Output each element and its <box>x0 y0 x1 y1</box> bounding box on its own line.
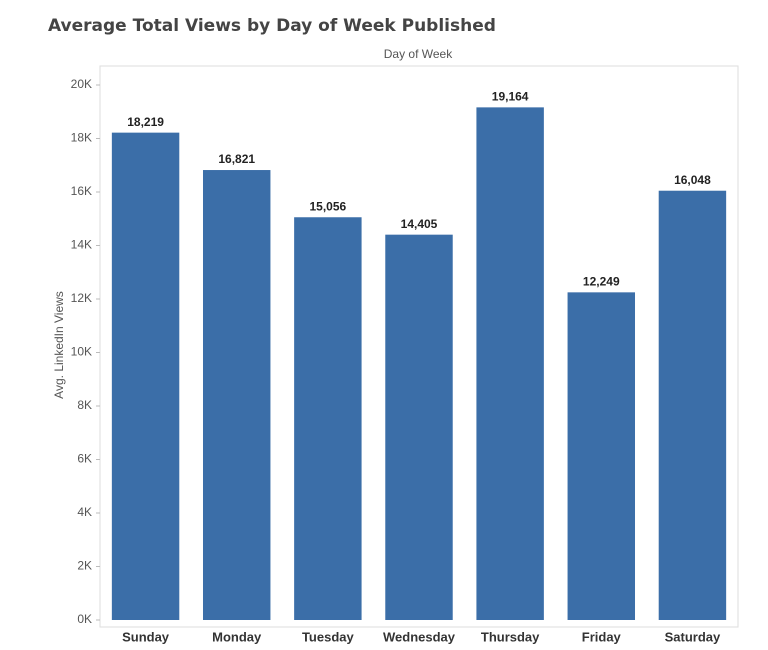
x-tick-label: Sunday <box>122 629 170 644</box>
bar <box>294 217 362 620</box>
value-label: 15,056 <box>310 199 347 213</box>
bar <box>658 190 727 620</box>
y-tick-label: 10K <box>71 345 92 359</box>
value-label: 18,219 <box>127 115 164 129</box>
bar <box>476 107 544 621</box>
y-tick-label: 8K <box>77 398 92 412</box>
bar <box>111 132 180 620</box>
value-label: 14,405 <box>401 217 438 231</box>
value-label: 19,164 <box>492 90 529 104</box>
value-label: 16,821 <box>218 152 255 166</box>
y-tick-label: 2K <box>77 559 92 573</box>
x-tick-label: Thursday <box>481 629 540 644</box>
chart-title: Average Total Views by Day of Week Publi… <box>48 16 496 36</box>
y-tick-label: 14K <box>71 238 92 252</box>
y-tick-label: 0K <box>77 612 92 626</box>
y-tick-label: 4K <box>77 505 92 519</box>
x-tick-label: Tuesday <box>302 629 355 644</box>
y-tick-label: 6K <box>77 452 92 466</box>
value-label: 16,048 <box>674 173 711 187</box>
bar <box>567 292 636 620</box>
plot-frame <box>99 65 739 628</box>
y-tick-label: 18K <box>71 131 92 145</box>
x-axis-title: Day of Week <box>384 47 453 61</box>
y-tick-label: 12K <box>71 291 92 305</box>
y-tick-label: 20K <box>71 77 92 91</box>
bar <box>385 234 453 620</box>
bar <box>202 170 271 620</box>
y-axis-title: Avg. LinkedIn Views <box>52 291 66 399</box>
value-label: 12,249 <box>583 275 620 289</box>
x-tick-label: Wednesday <box>383 629 456 644</box>
y-tick-label: 16K <box>71 184 92 198</box>
x-tick-label: Saturday <box>665 629 721 644</box>
x-tick-label: Monday <box>212 629 262 644</box>
x-tick-label: Friday <box>582 629 622 644</box>
